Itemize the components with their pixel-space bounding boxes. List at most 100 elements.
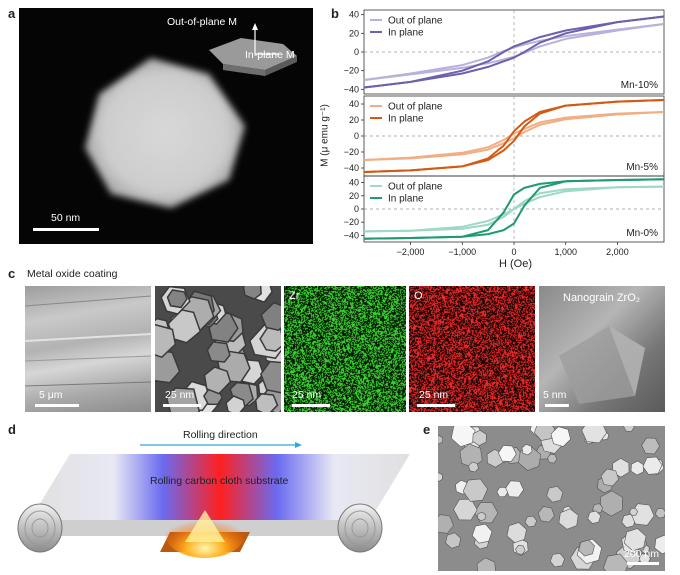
hexagon-platelet	[612, 458, 630, 478]
hexagon-platelet	[506, 522, 527, 543]
hexagon-platelet	[654, 507, 665, 519]
zr-map-texture	[284, 286, 406, 412]
eds-map-zr: Zr 25 nm	[284, 286, 406, 412]
y-tick-label: −20	[344, 147, 359, 157]
series-line	[363, 15, 665, 89]
scale-bar	[163, 404, 201, 407]
scale-bar-label: 5 nm	[543, 389, 567, 401]
panel-label-c: c	[8, 266, 16, 281]
hexagon-platelet	[474, 501, 499, 524]
grain-facet	[559, 326, 645, 404]
hexagon-platelet	[476, 557, 496, 571]
scale-bar	[292, 404, 330, 407]
hexagon-platelet	[445, 532, 462, 549]
panel-label-a: a	[8, 6, 16, 21]
scale-bar-label: 50 nm	[51, 212, 81, 224]
hexagon-platelet	[581, 426, 607, 444]
series-line	[363, 185, 665, 233]
y-tick-label: 20	[349, 28, 359, 38]
map-title: Zr	[289, 290, 300, 302]
x-tick-label: 0	[511, 247, 516, 257]
legend-label: Out of plane	[388, 102, 443, 113]
scale-bar-label: 5 μm	[39, 389, 63, 401]
series-line	[363, 99, 665, 173]
y-tick-label: 0	[354, 47, 359, 57]
fiber-texture	[25, 295, 151, 387]
hexagon-platelet	[642, 456, 663, 475]
legend-label: Out of plane	[388, 182, 443, 193]
series-line	[363, 15, 665, 89]
hexagon-platelet	[629, 507, 638, 516]
y-tick-label: −40	[344, 163, 359, 173]
hexagon-platelet	[546, 485, 564, 503]
scale-bar-label: 25 nm	[292, 389, 322, 401]
y-tick-label: 40	[349, 10, 359, 20]
hexagon-crystal-graphic	[85, 23, 297, 208]
sem-hexagon-array-image: 200 nm	[438, 426, 665, 571]
y-tick-label: 0	[354, 131, 359, 141]
scale-bar	[545, 404, 569, 407]
grain	[254, 392, 279, 412]
y-tick-label: 40	[349, 99, 359, 109]
scale-bar	[33, 228, 99, 231]
hexagon-platelet	[462, 478, 488, 502]
hexagon-platelet	[549, 552, 565, 568]
y-tick-label: 20	[349, 191, 359, 201]
hexagon-platelet	[521, 443, 533, 456]
hexagon-platelet	[641, 437, 660, 455]
panel-c-title: Metal oxide coating	[27, 268, 118, 280]
scale-bar	[627, 562, 659, 565]
hexagon-platelet	[505, 480, 524, 498]
in-plane-label: In-plane M	[245, 49, 295, 61]
hexagon-platelet	[600, 468, 619, 487]
hexagon-platelet	[515, 544, 526, 555]
panel-label-b: b	[331, 6, 339, 21]
hexagon-platelet	[654, 534, 665, 555]
tem-nanograin-image: Nanograin ZrO₂ 5 nm	[539, 286, 665, 412]
hexagon-platelet	[558, 508, 579, 530]
hexagon-platelet	[623, 426, 635, 432]
x-tick-label: −2,000	[397, 247, 425, 257]
hexagon-platelet	[496, 486, 509, 498]
y-axis-label: M (μ emu g⁻¹)	[319, 104, 331, 167]
x-tick-label: 1,000	[554, 247, 577, 257]
grain	[155, 323, 177, 359]
scale-bar-label: 200 nm	[624, 548, 660, 560]
hexagon-platelet	[630, 460, 645, 476]
hexagon-platelet	[623, 528, 647, 552]
grain	[259, 326, 281, 352]
sample-label: Mn-5%	[626, 162, 658, 173]
series-line	[363, 111, 665, 161]
o-map-texture	[409, 286, 535, 412]
roll-to-roll-schematic	[17, 442, 410, 558]
y-tick-label: −20	[344, 66, 359, 76]
grain	[260, 301, 281, 332]
x-axis-label: H (Oe)	[499, 258, 532, 270]
hexagon-platelet	[453, 498, 478, 521]
scale-bar	[35, 404, 79, 407]
panel-label-d: d	[8, 422, 16, 437]
y-tick-label: 0	[354, 204, 359, 214]
hexagon-platelet	[587, 510, 601, 524]
y-tick-label: 20	[349, 115, 359, 125]
out-of-plane-label: Out-of-plane M	[167, 16, 238, 28]
grain	[167, 309, 202, 344]
substrate-label: Rolling carbon cloth substrate	[150, 475, 289, 487]
grain	[155, 349, 181, 384]
hexagon-platelet	[534, 426, 556, 441]
hexagon-platelet	[547, 453, 558, 464]
hexagon-platelet	[468, 461, 479, 473]
y-tick-label: 40	[349, 178, 359, 188]
grain	[203, 366, 232, 395]
scale-bar-label: 25 nm	[419, 389, 449, 401]
grain	[206, 341, 231, 363]
legend-label: In plane	[388, 28, 424, 39]
legend-label: In plane	[388, 194, 424, 205]
map-title: Nanograin ZrO₂	[563, 292, 641, 304]
sem-nanograin-image: 25 nm	[155, 286, 281, 412]
map-title: O	[414, 290, 423, 302]
legend-label: In plane	[388, 114, 424, 125]
sample-label: Mn-10%	[621, 80, 658, 91]
hexagon-platelet	[550, 426, 571, 447]
